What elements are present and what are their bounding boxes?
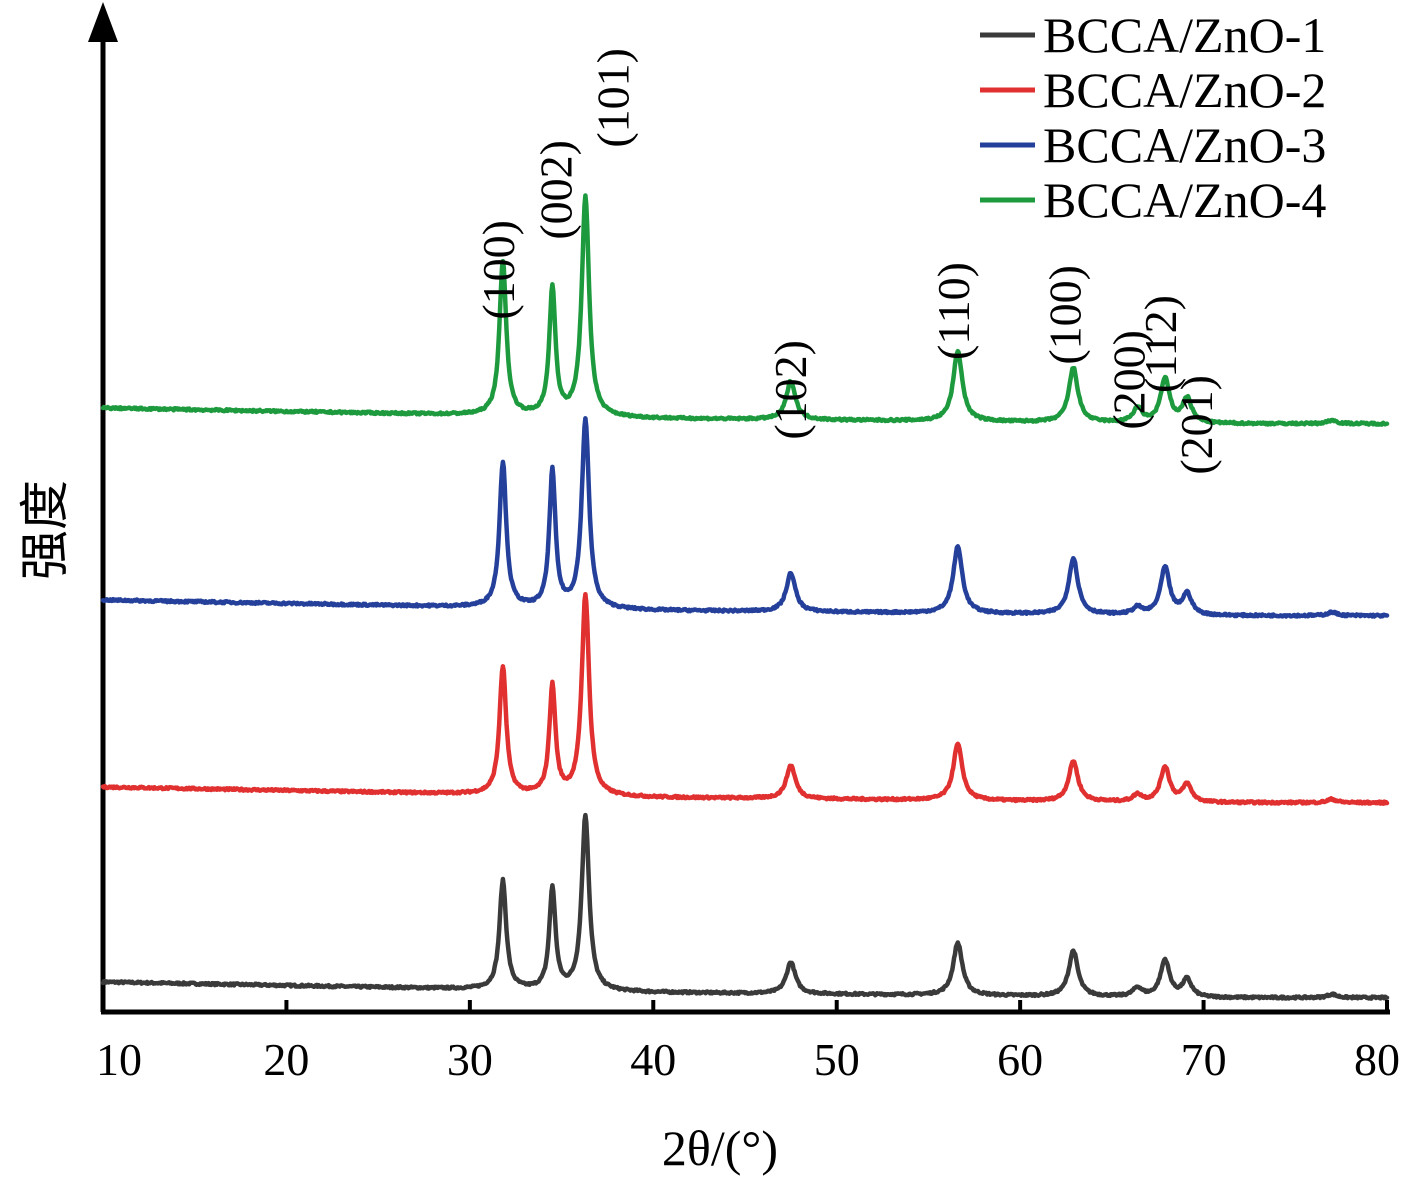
x-tick-label: 80 xyxy=(1354,1034,1400,1085)
x-tick-label: 50 xyxy=(814,1034,860,1085)
series-line-3 xyxy=(100,416,1390,619)
x-tick-label: 30 xyxy=(447,1034,493,1085)
legend-label: BCCA/ZnO-4 xyxy=(1043,172,1326,228)
x-axis-title: 2θ/(°) xyxy=(662,1120,778,1176)
x-tick-label: 10 xyxy=(96,1034,142,1085)
x-tick-label: 20 xyxy=(263,1034,309,1085)
legend-label: BCCA/ZnO-3 xyxy=(1043,117,1326,173)
peak-label: (110) xyxy=(928,262,979,360)
series-group xyxy=(100,193,1390,1001)
peak-label: (100) xyxy=(1039,265,1090,365)
peak-label: (201) xyxy=(1171,375,1222,475)
peak-label: (102) xyxy=(765,340,816,440)
series-line-4 xyxy=(100,193,1390,427)
peak-label: (100) xyxy=(473,220,524,320)
x-axis-ticks: 10 20 30 40 50 60 70 80 xyxy=(96,1000,1400,1085)
legend-label: BCCA/ZnO-2 xyxy=(1043,62,1326,118)
plot-area: 10 20 30 40 50 60 70 80 (100)(002)(101)(102)(11… xyxy=(88,2,1400,1085)
peak-label: (002) xyxy=(531,140,582,240)
y-axis-title: 强度 xyxy=(17,480,73,580)
peak-label: (112) xyxy=(1135,295,1186,393)
series-line-2 xyxy=(100,591,1390,806)
x-tick-label: 40 xyxy=(630,1034,676,1085)
peak-label: (101) xyxy=(587,48,638,148)
x-tick-label: 70 xyxy=(1181,1034,1227,1085)
y-axis-arrow-icon xyxy=(88,2,118,42)
legend-label: BCCA/ZnO-1 xyxy=(1043,7,1326,63)
peak-labels: (100)(002)(101)(102)(110) (100)(200)(112)… xyxy=(473,48,1222,475)
peak-label: (200) xyxy=(1104,330,1155,430)
x-tick-label: 60 xyxy=(997,1034,1043,1085)
series-line-1 xyxy=(100,812,1390,1001)
